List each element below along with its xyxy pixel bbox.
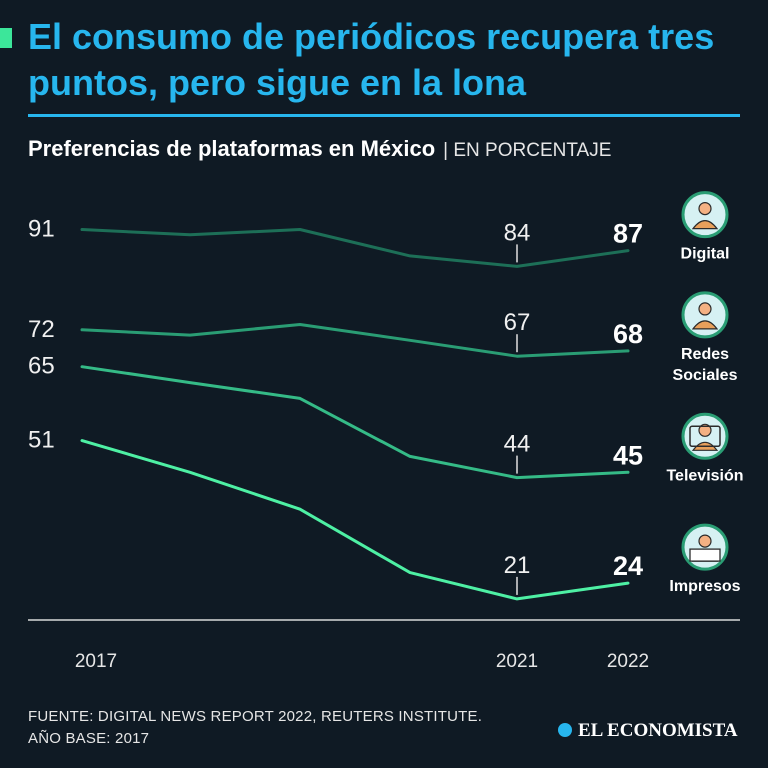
- series-line-television: [80, 365, 630, 480]
- source-line-2: AÑO BASE: 2017: [28, 730, 150, 747]
- series-line-digital: [80, 228, 630, 268]
- x-tick-label-2021: 2021: [496, 651, 538, 672]
- logo-icon: [558, 723, 572, 737]
- legend-label-television: Televisión: [666, 467, 743, 484]
- legend-label-redes-sociales: Sociales: [673, 367, 738, 384]
- x-tick-layer: 2017 2021 2022: [75, 651, 649, 672]
- data-label-2017-digital: 91: [28, 216, 55, 243]
- chart-subtitle: Preferencias de plataformas en México | E…: [28, 136, 611, 162]
- data-label-2017-redes-sociales: 72: [28, 316, 55, 343]
- page-title: El consumo de periódicos recupera tres p…: [28, 16, 715, 103]
- data-label-2021-television: 44: [504, 431, 531, 458]
- legend-label-impresos: Impresos: [669, 578, 740, 595]
- legend-label-digital: Digital: [681, 246, 730, 263]
- label-layer: 91 84 87 72 67 68 65 44 45 51 21 24: [28, 216, 643, 595]
- series-line-redes-sociales: [80, 323, 630, 358]
- data-label-2021-digital: 84: [504, 219, 531, 246]
- legend-label-redes-sociales: Redes: [681, 346, 729, 363]
- x-tick-label-2017: 2017: [75, 651, 117, 672]
- title-accent-bar: [0, 28, 12, 48]
- social-icon: [681, 291, 729, 339]
- source-note: FUENTE: DIGITAL NEWS REPORT 2022, REUTER…: [28, 706, 482, 750]
- tv-icon: [681, 412, 729, 460]
- source-line-1: FUENTE: DIGITAL NEWS REPORT 2022, REUTER…: [28, 708, 483, 725]
- data-label-2017-impresos: 51: [28, 427, 55, 454]
- newspaper-icon: [681, 523, 729, 571]
- logo-text: EL ECONOMISTA: [578, 720, 738, 741]
- chart-subtitle-text: Preferencias de plataformas en México: [28, 136, 436, 161]
- title-divider: [28, 114, 740, 117]
- data-label-2017-television: 65: [28, 353, 55, 380]
- data-label-2021-impresos: 21: [504, 552, 531, 579]
- legend-layer: Digital Redes Sociales Televisión Impresos: [666, 191, 744, 595]
- data-label-2022-digital: 87: [613, 219, 643, 249]
- series-line-impresos: [80, 439, 630, 601]
- x-tick-label-2022: 2022: [607, 651, 649, 672]
- digital-icon: [681, 191, 729, 239]
- data-label-2022-redes-sociales: 68: [613, 319, 643, 349]
- data-label-2022-television: 45: [613, 440, 643, 470]
- data-label-2021-redes-sociales: 67: [504, 309, 531, 336]
- series-layer: [80, 228, 630, 601]
- chart-unit-label: | EN PORCENTAJE: [443, 140, 612, 161]
- brand-logo: EL ECONOMISTA: [558, 720, 738, 742]
- data-label-2022-impresos: 24: [613, 551, 643, 581]
